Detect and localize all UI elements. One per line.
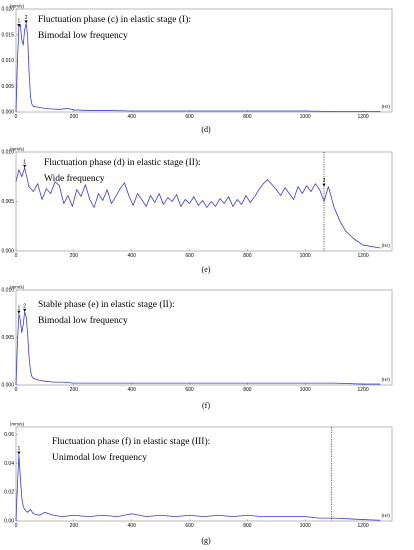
chart-3-peak-marker — [17, 310, 21, 314]
chart-3-y-tick-label: 0.010 — [1, 288, 14, 294]
chart-2-x-tick-label: 1000 — [300, 253, 311, 259]
chart-2-x-tick-label: 0 — [15, 253, 18, 259]
chart-1-x-unit: (Hz) — [382, 104, 391, 109]
chart-1-series-line — [15, 23, 381, 113]
chart-2-x-unit: (Hz) — [382, 243, 391, 248]
chart-2-caption: (e) — [202, 265, 211, 274]
chart-1-y-tick-label: 0.005 — [1, 84, 14, 90]
chart-1-x-tick-label: 1200 — [358, 114, 369, 120]
chart-3-y-tick-label: 0.005 — [1, 335, 14, 341]
chart-4-y-tick-label: 0.02 — [4, 490, 14, 496]
chart-4-annotation-line: Fluctuation phase (f) in elastic stage (… — [52, 436, 210, 447]
chart-4-y-tick-label: 0.06 — [4, 432, 14, 438]
chart-2-peak-label: 1 — [23, 159, 26, 165]
chart-3-peak-marker — [23, 308, 27, 312]
chart-3-y-tick-label: 0.000 — [1, 383, 14, 389]
chart-3-series-line — [15, 311, 381, 386]
chart-4-x-tick-label: 200 — [70, 523, 79, 529]
chart-2-annotation-line: Wide frequency — [44, 173, 105, 184]
chart-1-x-tick-label: 600 — [185, 114, 194, 120]
chart-2-x-tick-label: 600 — [185, 253, 194, 259]
chart-3-x-tick-label: 1200 — [358, 387, 369, 393]
chart-2-x-tick-label: 200 — [70, 253, 79, 259]
chart-3-peak-label: 1 — [18, 305, 21, 311]
chart-2-peak-label: 2 — [323, 178, 326, 184]
chart-3-x-tick-label: 200 — [70, 387, 79, 393]
chart-1-y-tick-label: 0.000 — [1, 110, 14, 116]
chart-1-annotation-line: Fluctuation phase (c) in elastic stage (… — [38, 14, 191, 25]
chart-4-caption: (g) — [201, 536, 211, 545]
chart-1-annotation-line: Bimodal low frequency — [38, 30, 128, 41]
chart-4-plot-frame — [15, 426, 393, 522]
chart-3-annotation-line: Stable phase (e) in elastic stage (II): — [38, 299, 175, 310]
chart-1-x-tick-label: 400 — [128, 114, 137, 120]
chart-1-y-tick-label: 0.010 — [1, 58, 14, 64]
chart-2-y-tick-label: 0.000 — [1, 249, 14, 255]
chart-1-y-unit: (mm/s) — [10, 4, 24, 9]
chart-3-x-tick-label: 400 — [128, 387, 137, 393]
chart-4-x-tick-label: 0 — [15, 523, 18, 529]
chart-2-peak-marker — [23, 164, 27, 168]
chart-1-x-tick-label: 800 — [243, 114, 252, 120]
chart-4-annotation-line: Unimodal low frequency — [52, 452, 147, 463]
chart-1-x-tick-label: 1000 — [300, 114, 311, 120]
chart-2-peak-marker — [322, 183, 326, 187]
chart-1-peak-marker — [17, 24, 21, 28]
chart-4-x-tick-label: 600 — [185, 523, 194, 529]
chart-4-y-tick-label: 0.00 — [4, 519, 14, 525]
chart-4-x-tick-label: 800 — [243, 523, 252, 529]
chart-1-peak-marker — [24, 20, 28, 24]
chart-2-y-tick-label: 0.010 — [1, 150, 14, 156]
chart-3-y-unit: (mm/s) — [10, 285, 24, 290]
chart-1-y-tick-label: 0.020 — [1, 7, 14, 13]
chart-1-x-tick-label: 0 — [15, 114, 18, 120]
chart-2-x-tick-label: 1200 — [358, 253, 369, 259]
chart-3-annotation-line: Bimodal low frequency — [38, 315, 128, 326]
chart-3-x-tick-label: 600 — [185, 387, 194, 393]
chart-2-y-unit: (mm/s) — [10, 147, 24, 152]
chart-4-x-tick-label: 1000 — [300, 523, 311, 529]
chart-4-peak-label: 1 — [18, 446, 21, 452]
chart-4-x-unit: (Hz) — [382, 513, 391, 518]
chart-4-series-line — [15, 454, 381, 522]
chart-3-peak-label: 2 — [23, 303, 26, 309]
chart-2-annotation-line: Fluctuation phase (d) in elastic stage (… — [44, 157, 201, 168]
chart-3-x-tick-label: 1000 — [300, 387, 311, 393]
chart-4-x-tick-label: 400 — [128, 523, 137, 529]
chart-2-series-line — [15, 167, 381, 249]
chart-1-peak-label: 2 — [25, 15, 28, 21]
chart-3-x-tick-label: 0 — [15, 387, 18, 393]
chart-1-caption: (d) — [201, 125, 211, 134]
chart-4-peak-marker — [17, 451, 21, 455]
chart-3-x-unit: (Hz) — [382, 377, 391, 382]
chart-2-y-tick-label: 0.005 — [1, 199, 14, 205]
chart-4-x-tick-label: 1200 — [358, 523, 369, 529]
chart-1-x-tick-label: 200 — [70, 114, 79, 120]
chart-2-x-tick-label: 800 — [243, 253, 252, 259]
chart-3-caption: (f) — [202, 401, 210, 410]
chart-3-x-tick-label: 800 — [243, 387, 252, 393]
chart-1-y-tick-label: 0.015 — [1, 32, 14, 38]
chart-4-y-unit: (mm/s) — [10, 422, 24, 427]
chart-4-y-tick-label: 0.04 — [4, 461, 14, 467]
chart-2-x-tick-label: 400 — [128, 253, 137, 259]
chart-1-peak-label: 1 — [18, 19, 21, 25]
